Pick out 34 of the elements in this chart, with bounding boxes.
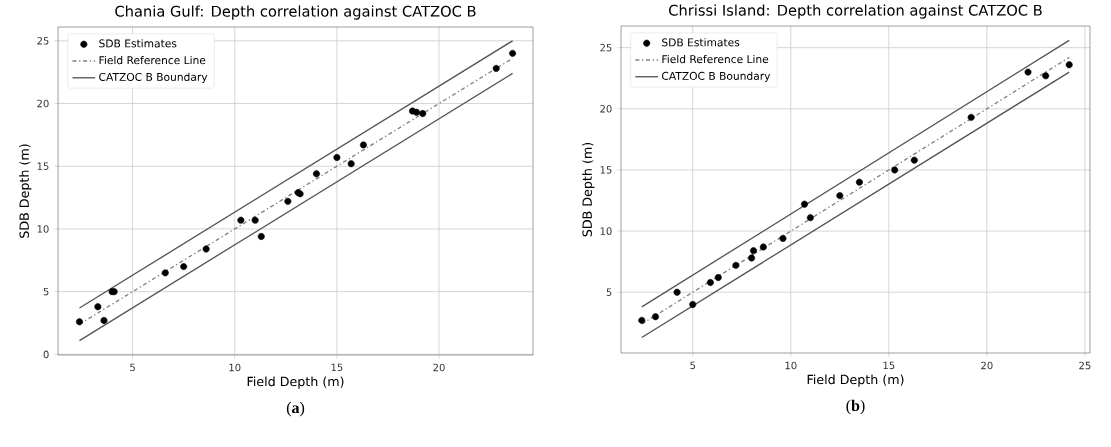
legend-label: Field Reference Line (662, 54, 769, 64)
x-tick-label: 15 (883, 361, 895, 370)
x-tick-label: 5 (130, 363, 135, 372)
y-tick-label: 20 (600, 105, 612, 113)
x-axis-title: Field Depth (m) (247, 376, 344, 389)
x-tick-label: 20 (433, 363, 445, 372)
x-tick-label: 10 (785, 361, 797, 370)
y-tick-label: 25 (37, 37, 49, 45)
text: (b) (846, 399, 865, 415)
y-axis-title: SDB Depth (m) (582, 142, 595, 237)
y-tick-label: 10 (600, 227, 612, 235)
chart-title: Chrissi Island: Depth correlation against CATZOC B (669, 4, 1042, 19)
x-tick-label: 5 (690, 361, 696, 370)
y-tick-label: 25 (600, 43, 612, 52)
chart-title: Chania Gulf: Depth correlation against CATZOC B (115, 5, 476, 20)
x-tick-label: 15 (331, 363, 343, 372)
legend-label: CATZOC B Boundary (662, 71, 771, 83)
legend-label: SDB Estimates (662, 38, 740, 47)
x-tick-label: 20 (981, 361, 993, 370)
x-tick-label: 10 (229, 363, 241, 372)
y-tick-label: 0 (43, 350, 49, 359)
y-tick-label: 10 (37, 225, 49, 233)
y-tick-label: 5 (606, 288, 612, 296)
y-tick-label: 5 (43, 287, 49, 296)
x-tick-label: 25 (1079, 361, 1091, 370)
y-tick-label: 15 (37, 162, 49, 170)
x-axis-title: Field Depth (m) (807, 374, 904, 387)
y-tick-label: 20 (37, 99, 49, 108)
text: (a) (286, 401, 305, 417)
legend-label: SDB Estimates (99, 39, 177, 48)
y-tick-label: 15 (600, 166, 612, 174)
y-axis-title: SDB Depth (m) (19, 144, 32, 238)
legend-label: Field Reference Line (99, 55, 206, 65)
legend-label: CATZOC B Boundary (99, 72, 208, 84)
